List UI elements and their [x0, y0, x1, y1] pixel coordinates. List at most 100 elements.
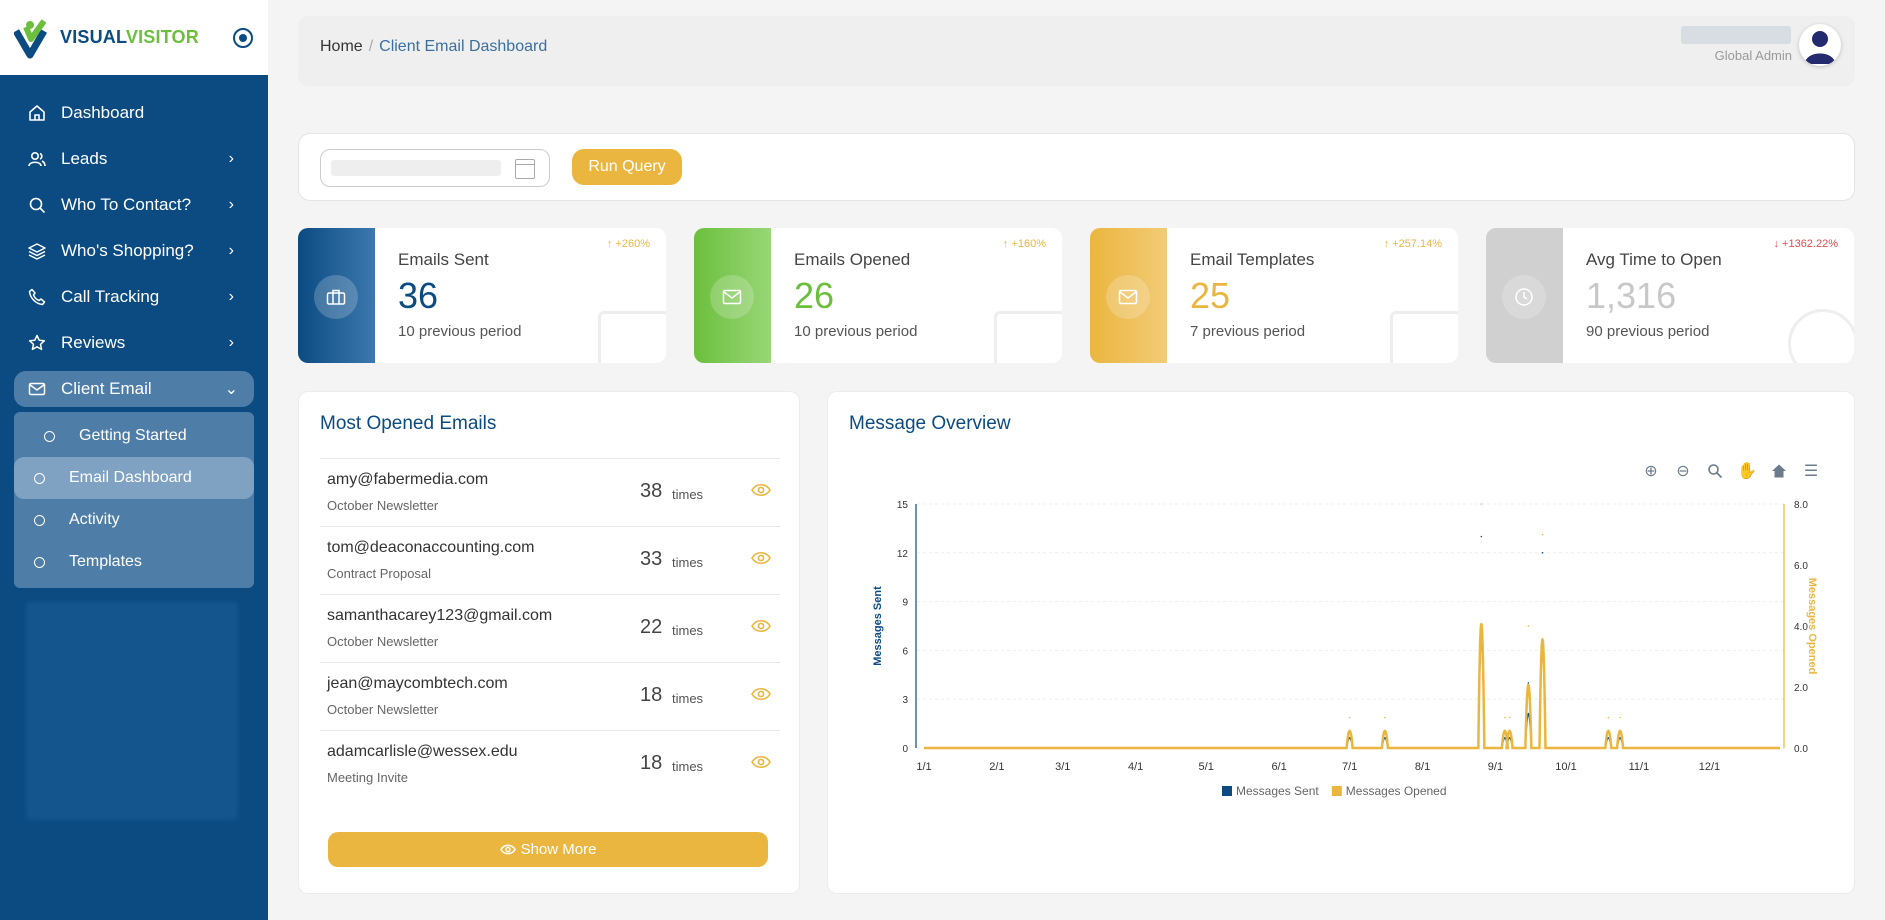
stat-card-email-templates: Email Templates 25 7 previous period ↑ +… — [1090, 228, 1458, 363]
stat-card-accent — [298, 228, 375, 363]
stat-delta: ↓ +1362.22% — [1773, 238, 1838, 250]
subnav-item-label: Email Dashboard — [69, 469, 192, 486]
y-left-axis-title: Messages Sent — [872, 586, 884, 666]
magnifier-icon[interactable] — [1706, 462, 1724, 480]
sidebar-item-label: Who To Contact? — [61, 195, 192, 214]
arrow-down-icon: ↓ — [1773, 238, 1783, 250]
star-icon — [27, 333, 47, 353]
y-right-tick-label: 8.0 — [1794, 500, 1808, 511]
circle-icon — [34, 472, 45, 484]
layers-icon — [27, 241, 47, 261]
sidebar-item-reviews[interactable]: Reviews › — [0, 320, 268, 366]
data-point — [1527, 625, 1530, 627]
data-point — [1527, 682, 1530, 684]
calendar-icon[interactable] — [515, 159, 535, 179]
avatar[interactable] — [1799, 24, 1841, 66]
mail-icon — [27, 379, 47, 399]
eye-icon[interactable] — [751, 551, 771, 565]
eye-icon[interactable] — [751, 619, 771, 633]
clock-icon — [1502, 275, 1546, 319]
y-left-tick-label: 3 — [902, 695, 908, 706]
stat-label: Email Templates — [1190, 250, 1315, 269]
subnav-item-activity[interactable]: Activity — [14, 499, 254, 541]
zoom-out-icon[interactable]: ⊖ — [1676, 463, 1690, 480]
user-avatar-icon — [1805, 31, 1835, 64]
stat-value: 25 — [1190, 275, 1231, 316]
x-tick-label: 10/1 — [1555, 761, 1576, 773]
show-more-button[interactable]: Show More — [328, 832, 768, 867]
chevron-right-icon: › — [228, 196, 234, 213]
query-bar: Run Query — [298, 133, 1855, 201]
y-left-tick-label: 9 — [902, 598, 908, 609]
open-count: 38 — [640, 480, 663, 502]
run-query-button[interactable]: Run Query — [572, 149, 682, 185]
circle-icon — [44, 430, 55, 442]
subnav-item-label: Templates — [69, 553, 142, 570]
sidebar-nav: Dashboard Leads › Who To Contact? › Who'… — [0, 75, 268, 820]
pan-hand-icon[interactable]: ✋ — [1737, 463, 1757, 480]
legend-label: Messages Opened — [1346, 784, 1447, 798]
email-address: adamcarlisle@wessex.edu — [327, 743, 518, 760]
zoom-in-icon[interactable]: ⊕ — [1644, 463, 1658, 480]
eye-icon[interactable] — [751, 687, 771, 701]
sidebar-item-who-to-contact[interactable]: Who To Contact? › — [0, 182, 268, 228]
subnav-item-templates[interactable]: Templates — [14, 541, 254, 583]
date-range-input[interactable] — [320, 149, 550, 187]
arrow-up-icon: ↑ — [1002, 238, 1012, 250]
times-label: times — [672, 623, 704, 638]
legend-swatch — [1331, 786, 1342, 796]
stat-card-emails-opened: Emails Opened 26 10 previous period ↑ +1… — [694, 228, 1062, 363]
stat-delta: ↑ +160% — [1003, 238, 1046, 250]
x-tick-label: 1/1 — [916, 761, 931, 773]
subnav-item-getting-started[interactable]: Getting Started — [14, 415, 254, 457]
sidebar-item-dashboard[interactable]: Dashboard — [0, 90, 268, 136]
mail-icon — [710, 275, 754, 319]
show-more-label: Show More — [520, 841, 597, 858]
target-icon[interactable] — [233, 28, 253, 48]
breadcrumb-home[interactable]: Home — [320, 38, 363, 55]
stat-delta-value: +1362.22% — [1782, 238, 1838, 250]
sidebar-item-leads[interactable]: Leads › — [0, 136, 268, 182]
message-overview-chart: 0 3 6 9 12 15 0.0 2.0 4.0 6.0 8.0 Messages Sent Mess… — [872, 500, 1818, 798]
logo-text[interactable]: VISUALVISITOR — [60, 27, 199, 47]
email-list: amy@fabermedia.com October Newsletter 38… — [320, 458, 780, 798]
y-right-tick-label: 0.0 — [1794, 744, 1808, 755]
list-item: amy@fabermedia.com October Newsletter 38… — [320, 458, 780, 526]
breadcrumb-current: Client Email Dashboard — [379, 38, 548, 55]
sidebar-item-client-email[interactable]: Client Email ⌄ — [14, 371, 254, 407]
subnav-item-label: Activity — [69, 511, 120, 528]
stat-card-accent — [694, 228, 771, 363]
eye-icon[interactable] — [751, 483, 771, 497]
chevron-down-icon: ⌄ — [224, 381, 238, 398]
sidebar-item-whos-shopping[interactable]: Who's Shopping? › — [0, 228, 268, 274]
sidebar-item-label: Leads — [61, 149, 108, 168]
x-tick-label: 7/1 — [1342, 761, 1357, 773]
message-overview-panel: Message Overview ⊕ ⊖ ✋ ☰ 0 3 6 9 12 15 0.0 2.0 4… — [827, 391, 1855, 894]
stat-previous: 90 previous period — [1586, 323, 1710, 340]
stat-value: 36 — [398, 275, 439, 316]
logo-bar: VISUALVISITOR — [0, 0, 268, 75]
x-tick-label: 8/1 — [1415, 761, 1430, 773]
mail-watermark-icon — [1390, 311, 1458, 363]
eye-icon[interactable] — [751, 755, 771, 769]
y-left-tick-label: 15 — [897, 500, 909, 511]
stat-previous: 10 previous period — [794, 323, 918, 340]
email-address: samanthacarey123@gmail.com — [327, 607, 553, 624]
user-role: Global Admin — [1714, 48, 1792, 63]
chevron-right-icon: › — [228, 242, 234, 259]
subnav-item-email-dashboard[interactable]: Email Dashboard — [14, 457, 254, 499]
x-tick-label: 11/1 — [1629, 761, 1650, 773]
stat-label: Avg Time to Open — [1586, 250, 1722, 269]
sidebar: VISUALVISITOR Dashboard Leads › Who To C… — [0, 0, 268, 920]
email-subject: October Newsletter — [327, 498, 439, 513]
y-right-tick-label: 4.0 — [1794, 622, 1808, 633]
briefcase-icon — [314, 275, 358, 319]
circle-icon — [34, 514, 45, 526]
open-count: 18 — [640, 752, 663, 774]
home-reset-icon[interactable] — [1770, 462, 1788, 480]
series-line — [924, 623, 1780, 750]
open-count: 33 — [640, 548, 663, 570]
menu-icon[interactable]: ☰ — [1803, 463, 1819, 480]
user-name-redacted — [1681, 26, 1791, 44]
sidebar-item-call-tracking[interactable]: Call Tracking › — [0, 274, 268, 320]
